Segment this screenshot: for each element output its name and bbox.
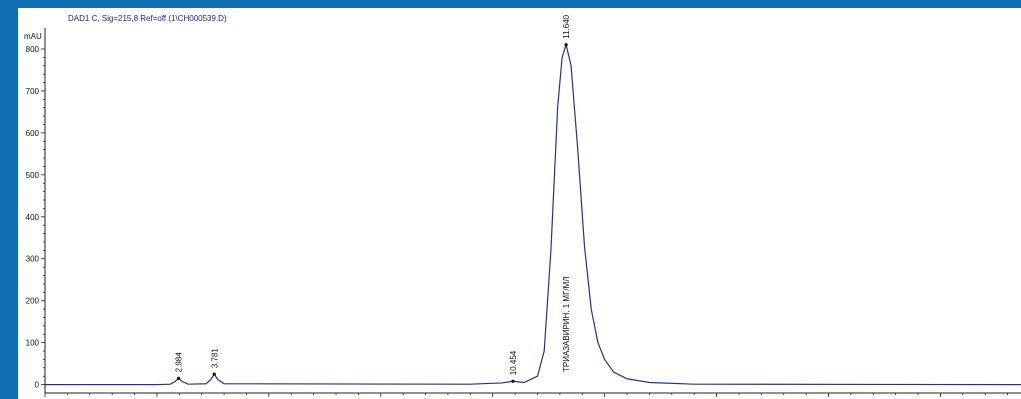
y-tick-label: 0	[35, 381, 40, 390]
peak-rt-label: 2.984	[175, 352, 184, 373]
chromatogram-chart: DAD1 C, Sig=215,8 Ref=off (1\CH000539.D)…	[24, 14, 1021, 399]
peak-rt-label: 10.454	[509, 350, 518, 375]
peak-marker	[511, 379, 515, 383]
y-tick-label: 800	[26, 45, 40, 54]
peak-annotations: 2.984 3.781 10.454 11.640 ТРИАЗАВИРИН, 1 МГ/…	[175, 14, 571, 383]
y-tick-label: 700	[26, 87, 40, 96]
chromatogram-frame: DAD1 C, Sig=215,8 Ref=off (1\CH000539.D)…	[18, 8, 1021, 399]
y-tick-label: 400	[26, 213, 40, 222]
peak-rt-label: 11.640	[562, 14, 571, 38]
y-axis-label: mAU	[24, 32, 42, 41]
y-tick-label: 300	[26, 255, 40, 264]
peak-rt-label: 3.781	[210, 348, 219, 369]
peak-compound-label: ТРИАЗАВИРИН, 1 МГ/МЛ	[562, 276, 571, 372]
peak-marker	[212, 372, 216, 376]
series-line	[45, 42, 1021, 386]
y-tick-label: 600	[26, 129, 40, 138]
y-tick-label: 200	[26, 297, 40, 306]
axes: 01002003004005006007008002.557.51012.515…	[26, 28, 1021, 399]
chart-header: DAD1 C, Sig=215,8 Ref=off (1\CH000539.D)	[68, 14, 227, 23]
peak-marker	[176, 376, 181, 380]
y-tick-label: 500	[26, 171, 40, 180]
peak-marker	[564, 43, 568, 47]
y-tick-label: 100	[26, 339, 40, 348]
